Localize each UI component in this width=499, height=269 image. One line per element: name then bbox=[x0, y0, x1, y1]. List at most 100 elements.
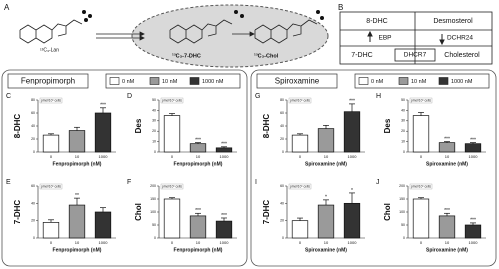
bar bbox=[68, 204, 86, 239]
significance: *** bbox=[444, 136, 450, 142]
legend-box bbox=[354, 73, 490, 89]
unit-box bbox=[288, 183, 312, 190]
group-title-box bbox=[7, 73, 89, 89]
y-tick-label: 10 bbox=[152, 140, 156, 144]
bar bbox=[438, 142, 456, 153]
molecule bbox=[19, 19, 318, 44]
bar bbox=[412, 198, 430, 239]
bar bbox=[189, 215, 207, 239]
pathway-label: 7-DHC bbox=[351, 52, 372, 59]
group-title-box bbox=[256, 73, 338, 89]
x-tick-label: 1000 bbox=[220, 240, 230, 245]
y-tick-label: 80 bbox=[280, 98, 284, 102]
bar bbox=[317, 128, 335, 153]
unit-box bbox=[409, 183, 433, 190]
y-axis-title: 8-DHC bbox=[262, 114, 271, 139]
legend-label: 10 nM bbox=[411, 79, 427, 85]
x-tick-label: 1000 bbox=[469, 154, 479, 159]
y-tick-label: 60 bbox=[31, 111, 35, 115]
y-axis-title: Chol bbox=[134, 203, 143, 221]
significance: *** bbox=[349, 99, 355, 105]
x-axis-title: Spiroxamine (nM) bbox=[426, 247, 468, 253]
panel-letter: F bbox=[127, 179, 131, 186]
panel-letter: E bbox=[6, 179, 11, 186]
x-tick-label: 10 bbox=[324, 240, 329, 245]
bar bbox=[438, 215, 456, 239]
y-tick-label: 0 bbox=[33, 236, 35, 240]
bar bbox=[291, 134, 309, 153]
unit-label: pmol/10⁶ cells bbox=[290, 98, 310, 102]
cell-ellipse bbox=[131, 4, 329, 68]
x-axis-title: Spiroxamine (nM) bbox=[305, 247, 347, 253]
legend-label: 1000 nM bbox=[202, 79, 224, 85]
x-tick-label: 1000 bbox=[99, 154, 109, 159]
y-tick-label: 50 bbox=[152, 98, 156, 102]
panel-letter: C bbox=[6, 93, 11, 100]
y-tick-label: 100 bbox=[150, 210, 156, 214]
y-tick-label: 30 bbox=[152, 119, 156, 123]
y-tick-label: 20 bbox=[280, 219, 284, 223]
x-axis-title: Fenpropimorph (nM) bbox=[53, 247, 102, 253]
x-axis-title: Spiroxamine (nM) bbox=[305, 161, 347, 167]
x-tick-label: 1000 bbox=[99, 240, 109, 245]
y-tick-label: 40 bbox=[152, 108, 156, 112]
y-axis-title: 7-DHC bbox=[13, 200, 22, 225]
y-tick-label: 40 bbox=[401, 108, 405, 112]
legend-label: 10 nM bbox=[162, 79, 178, 85]
enzyme-label: EBP bbox=[378, 35, 391, 42]
pathway-label: Desmosterol bbox=[433, 18, 473, 25]
unit-box bbox=[39, 97, 63, 104]
bar bbox=[464, 224, 482, 239]
x-tick-label: 0 bbox=[420, 154, 423, 159]
bar bbox=[412, 115, 430, 153]
y-tick-label: 60 bbox=[280, 111, 284, 115]
y-tick-label: 40 bbox=[280, 201, 284, 205]
x-tick-label: 0 bbox=[50, 154, 53, 159]
y-tick-label: 20 bbox=[152, 129, 156, 133]
x-tick-label: 10 bbox=[75, 240, 80, 245]
y-axis-title: Chol bbox=[383, 203, 392, 221]
significance: *** bbox=[444, 208, 450, 214]
x-tick-label: 0 bbox=[299, 240, 302, 245]
legend-box bbox=[105, 73, 241, 89]
unit-label: pmol/10⁶ cells bbox=[162, 184, 182, 188]
bar bbox=[343, 111, 361, 153]
panel-letter: J bbox=[376, 179, 380, 186]
y-tick-label: 10 bbox=[401, 140, 405, 144]
y-tick-label: 0 bbox=[403, 236, 405, 240]
enzyme-label: DCHR24 bbox=[447, 35, 473, 42]
molecule-label: ¹³C₃-7-DHC bbox=[172, 52, 201, 59]
panel-letter: I bbox=[255, 179, 257, 186]
x-tick-label: 0 bbox=[171, 154, 174, 159]
regulation-arrows bbox=[367, 30, 445, 46]
unit-box bbox=[288, 97, 312, 104]
unit-label: pmol/10⁶ cells bbox=[41, 98, 61, 102]
bar bbox=[215, 147, 233, 153]
x-tick-label: 10 bbox=[196, 154, 201, 159]
y-tick-label: 50 bbox=[401, 223, 405, 227]
label-dots bbox=[82, 10, 324, 22]
bar bbox=[163, 198, 181, 239]
unit-box bbox=[39, 183, 63, 190]
bar bbox=[291, 220, 309, 239]
bar bbox=[94, 112, 112, 153]
group-frame bbox=[1, 69, 248, 267]
unit-label: pmol/10⁶ cells bbox=[162, 98, 182, 102]
bar bbox=[464, 143, 482, 153]
legend-swatch bbox=[398, 77, 409, 85]
y-tick-label: 20 bbox=[401, 129, 405, 133]
y-tick-label: 60 bbox=[280, 184, 284, 188]
significance: *** bbox=[195, 208, 201, 214]
x-tick-label: 10 bbox=[75, 154, 80, 159]
panel-letter: B bbox=[338, 3, 343, 12]
y-tick-label: 0 bbox=[33, 150, 35, 154]
y-axis-title: 8-DHC bbox=[13, 114, 22, 139]
bar bbox=[215, 220, 233, 239]
bar bbox=[68, 130, 86, 153]
legend-label: 1000 nM bbox=[451, 79, 473, 85]
significance: * bbox=[325, 195, 327, 201]
y-tick-label: 40 bbox=[31, 201, 35, 205]
y-tick-label: 0 bbox=[282, 150, 284, 154]
bar bbox=[163, 115, 181, 153]
bar bbox=[189, 143, 207, 153]
